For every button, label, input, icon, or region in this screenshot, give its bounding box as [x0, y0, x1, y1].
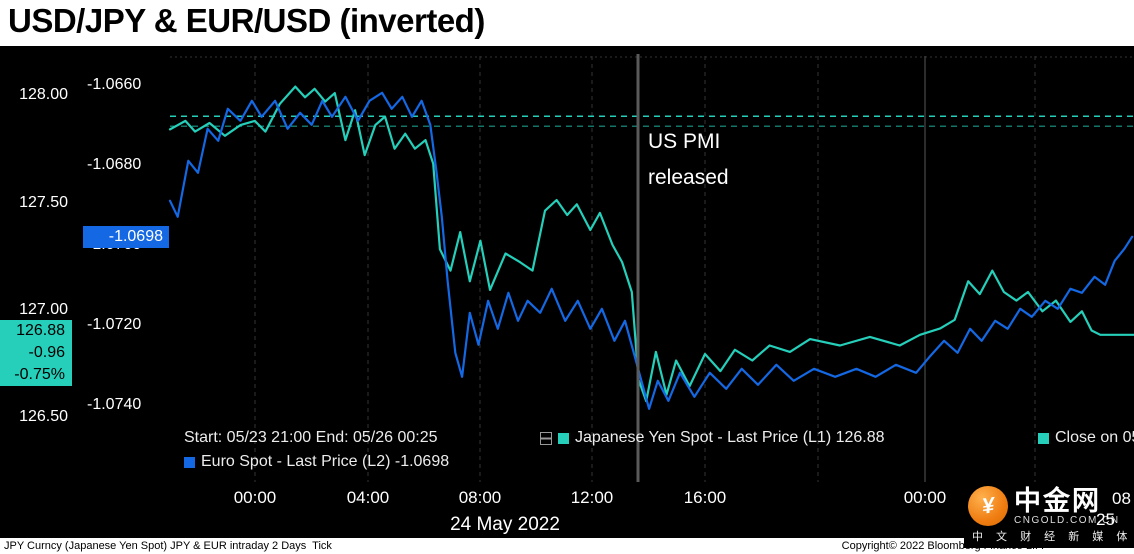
- x-axis-tick-label: 00:00: [233, 488, 277, 507]
- eur-axis-tick: -1.0740: [87, 396, 142, 413]
- watermark-tagline: 中 文 财 经 新 媒 体: [972, 531, 1133, 543]
- x-axis-tick-label: 04:00: [346, 488, 390, 507]
- event-annotation: US PMI released: [648, 124, 729, 196]
- eur-axis-tick: -1.0680: [87, 156, 142, 173]
- cngold-logo-icon: ¥: [968, 486, 1008, 526]
- eur-last-price-badge: -1.0698: [83, 226, 169, 248]
- legend-series-eur[interactable]: Euro Spot - Last Price (L2) -1.0698: [184, 453, 449, 471]
- next-date-label: 25: [1096, 510, 1115, 529]
- jpy-series-swatch-icon: [558, 432, 569, 444]
- legend-close-label: Close on 05/: [1055, 429, 1134, 446]
- legend-series-eur-label: Euro Spot - Last Price (L2) -1.0698: [201, 453, 450, 470]
- x-axis-tick-label: 08:00: [458, 488, 502, 507]
- eur-series-swatch-icon: [184, 456, 195, 468]
- page-title: USD/JPY & EUR/USD (inverted): [8, 2, 485, 39]
- jpy-pct-change-badge: -0.75%: [0, 364, 72, 386]
- jpy-net-change-badge: -0.96: [0, 342, 72, 364]
- title-bar: USD/JPY & EUR/USD (inverted): [0, 0, 1134, 46]
- watermark-brand: 中金网: [1014, 485, 1101, 516]
- legend-marker-icon: [540, 431, 552, 445]
- jpy-axis-tick: 128.00: [19, 86, 68, 103]
- chart-description: JPY Curncy (Japanese Yen Spot) JPY & EUR…: [4, 540, 332, 552]
- status-bar: JPY Curncy (Japanese Yen Spot) JPY & EUR…: [0, 538, 1134, 554]
- legend-series-jpy-label: Japanese Yen Spot - Last Price (L1) 126.…: [575, 429, 885, 446]
- legend-range-text: Start: 05/23 21:00 End: 05/26 00:25: [184, 429, 438, 446]
- legend-close-line[interactable]: Close on 05/: [1038, 429, 1134, 447]
- jpy-axis-tick: 127.00: [19, 301, 68, 318]
- x-axis-tick-label: 12:00: [570, 488, 614, 507]
- watermark-domain: CNGOLD.COM.CN: [1014, 514, 1120, 526]
- event-annotation-line1: US PMI: [648, 130, 721, 153]
- jpy-axis-tick: 127.50: [19, 194, 68, 211]
- x-axis-tick-label: 00:00: [903, 488, 947, 507]
- x-axis-tick-label: 16:00: [683, 488, 727, 507]
- event-annotation-line2: released: [648, 166, 729, 189]
- price-plot[interactable]: [0, 46, 1134, 538]
- cngold-watermark: ¥ 中金网 CNGOLD.COM.CN 中 文 财 经 新 媒 体: [964, 486, 1134, 548]
- chart-area: 128.00 127.50 127.00 126.50 -1.0660 -1.0…: [0, 46, 1134, 538]
- close-line-swatch-icon: [1038, 432, 1049, 444]
- jpy-last-price-badge: 126.88: [0, 320, 72, 342]
- legend-series-jpy[interactable]: Japanese Yen Spot - Last Price (L1) 126.…: [540, 429, 885, 447]
- jpy-axis-tick: 126.50: [19, 408, 68, 425]
- x-axis-tick-label-partial: 08: [1112, 489, 1131, 508]
- eur-axis-tick: -1.0660: [87, 76, 142, 93]
- eur-axis-tick: -1.0720: [87, 316, 142, 333]
- date-label: 24 May 2022: [450, 514, 560, 535]
